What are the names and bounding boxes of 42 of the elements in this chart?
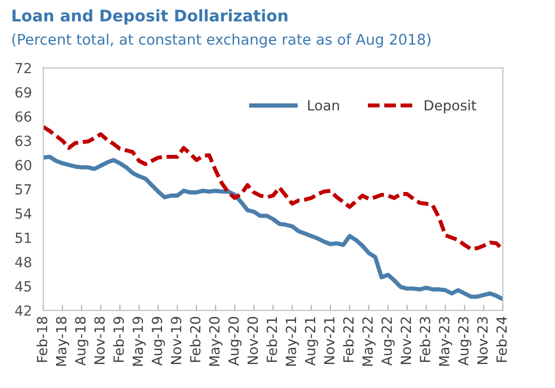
x-tick-label: Nov-23 xyxy=(477,317,488,364)
x-tick-label: Feb-20 xyxy=(190,316,200,362)
x-tick-label: Feb-22 xyxy=(342,317,354,362)
x-tick-label: May-22 xyxy=(362,317,376,366)
chart-subtitle: (Percent total, at constant exchange rate as of Aug 2018) xyxy=(12,34,430,48)
x-tick-label: May-19 xyxy=(132,316,146,366)
x-tick-label: Feb-19 xyxy=(113,316,124,362)
x-tick-label: Nov-18 xyxy=(94,316,105,364)
y-tick-label: 45 xyxy=(15,281,31,292)
x-tick-label: May-23 xyxy=(438,317,452,366)
y-tick-label: 69 xyxy=(15,87,32,98)
x-tick-label: May-18 xyxy=(56,316,70,366)
x-tick-label: Nov-20 xyxy=(247,316,258,364)
line-series xyxy=(43,124,503,252)
chart-title: Loan and Deposit Dollarization xyxy=(12,9,288,25)
x-tick-label: May-21 xyxy=(286,317,299,366)
x-tick-label: Aug-22 xyxy=(381,317,395,366)
x-tick-label: Nov-19 xyxy=(170,316,182,364)
x-tick-label: Feb-21 xyxy=(266,317,278,362)
x-tick-label: Nov-22 xyxy=(400,317,412,364)
y-tick-label: 66 xyxy=(15,111,32,122)
y-tick-label: 57 xyxy=(16,184,31,195)
line-series xyxy=(43,154,503,302)
y-tick-label: 72 xyxy=(16,62,31,74)
legend-label: Deposit xyxy=(424,100,476,114)
legend-label: Loan xyxy=(308,100,339,111)
x-tick-label: Aug-21 xyxy=(304,317,318,366)
x-tick-label: Feb-23 xyxy=(420,317,430,362)
y-tick-label: 63 xyxy=(15,136,32,146)
y-tick-label: 60 xyxy=(15,160,32,170)
x-tick-label: Aug-19 xyxy=(152,316,165,366)
x-tick-label: Aug-23 xyxy=(458,317,472,366)
x-tick-label: Aug-20 xyxy=(228,316,242,366)
y-tick-label: 51 xyxy=(16,232,31,244)
y-tick-label: 42 xyxy=(15,305,31,316)
x-tick-label: Aug-18 xyxy=(75,316,88,366)
x-tick-label: Nov-21 xyxy=(324,317,335,364)
y-tick-label: 54 xyxy=(16,208,32,219)
x-tick-label: May-20 xyxy=(209,316,222,366)
y-tick-label: 48 xyxy=(15,256,32,268)
x-tick-label: Feb-18 xyxy=(36,316,48,362)
x-tick-label: Feb-24 xyxy=(496,316,507,362)
